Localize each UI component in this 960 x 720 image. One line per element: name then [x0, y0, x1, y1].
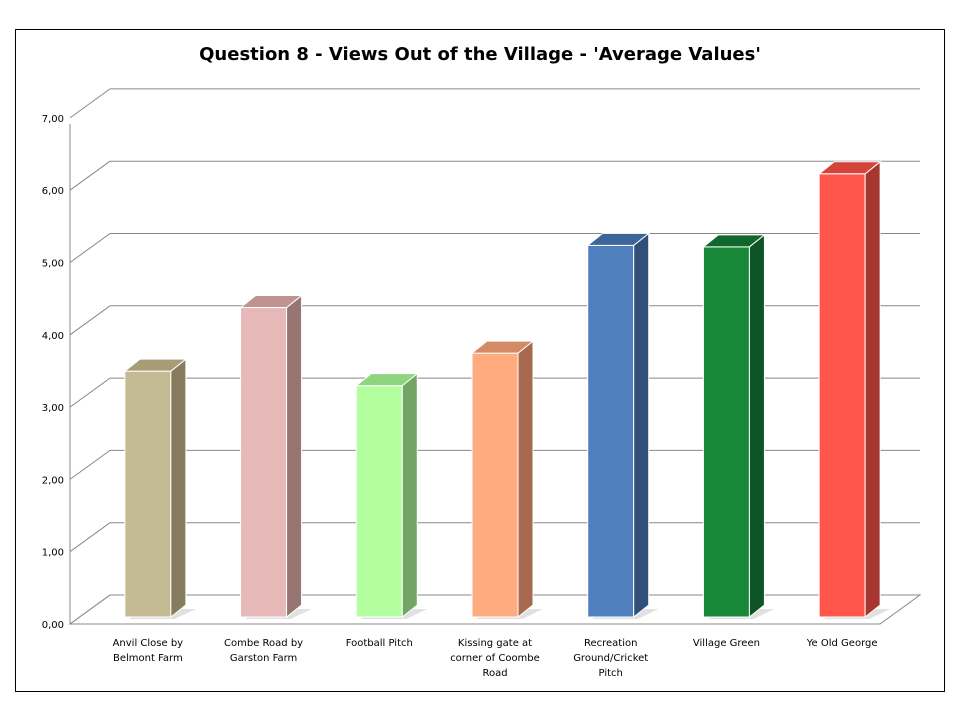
y-tick-label: 0,00 [42, 620, 64, 631]
y-tick-label: 6,00 [42, 186, 64, 197]
y-tick-label: 5,00 [42, 259, 64, 270]
bar [123, 358, 196, 619]
bar-side [748, 233, 765, 619]
category-label-line: Village Green [693, 638, 760, 649]
bar-front [355, 385, 403, 618]
bar [239, 294, 312, 619]
category-label: Anvil Close by Belmont Farm [113, 638, 184, 664]
bar-top [239, 295, 303, 309]
bar-side [517, 340, 534, 619]
category-label-line: Garston Farm [230, 653, 297, 664]
category-label-line: Football Pitch [346, 638, 413, 649]
gridline-diagonal [69, 88, 111, 119]
bar-top [354, 373, 419, 387]
category-label: Ye Old George [806, 638, 878, 649]
bar-front [702, 246, 750, 618]
gridline-diagonal [69, 233, 111, 263]
bar [586, 232, 659, 619]
gridline-diagonal [69, 594, 111, 625]
category-label-line: Ye Old George [806, 638, 878, 649]
category-label-line: Recreation [584, 638, 637, 649]
y-tick-label: 4,00 [42, 331, 64, 342]
gridline-diagonal [69, 305, 111, 336]
y-tick-label: 7,00 [42, 114, 64, 125]
bar-top [470, 340, 535, 354]
category-label: Recreation Ground/Cricket Pitch [573, 638, 648, 679]
category-label-line: Belmont Farm [113, 653, 183, 664]
bar [354, 372, 428, 619]
y-tick-label: 1,00 [42, 548, 64, 559]
category-label: Kissing gate at corner of Coombe Road [450, 638, 540, 679]
gridline-diagonal [69, 449, 111, 480]
bar-front [587, 244, 635, 618]
bar-side [633, 232, 650, 619]
gridline-diagonal [69, 160, 111, 191]
bar-top [123, 358, 188, 372]
bar-front [471, 352, 519, 618]
y-tick-label: 3,00 [42, 403, 64, 414]
gridline-diagonal [69, 377, 111, 408]
category-label-line: Kissing gate at [458, 638, 532, 649]
category-label-line: Anvil Close by [113, 638, 184, 649]
y-tick-label: 2,00 [42, 475, 64, 486]
bar-front [124, 370, 172, 618]
category-label: Village Green [693, 638, 760, 649]
bar-front [818, 173, 866, 618]
bar-side [864, 160, 881, 619]
bar-side [401, 372, 418, 619]
bar-top [817, 161, 882, 175]
bar [702, 233, 775, 619]
bar [470, 340, 543, 619]
category-label: Combe Road by Garston Farm [224, 638, 303, 664]
chart-title: Question 8 - Views Out of the Village - … [199, 44, 761, 65]
bar-top [586, 232, 651, 246]
bar-side [286, 294, 303, 619]
bar [817, 160, 891, 619]
gridline-diagonal [69, 522, 111, 553]
category-label: Football Pitch [346, 638, 413, 649]
category-label-line: Ground/Cricket [573, 653, 648, 664]
bar-top [702, 234, 766, 248]
bar-side [170, 358, 187, 619]
category-label-line: Pitch [599, 668, 623, 679]
bar-front [240, 307, 288, 618]
category-label-line: Combe Road by [224, 638, 303, 649]
category-label-line: Road [482, 668, 507, 679]
category-label-line: corner of Coombe [450, 653, 540, 664]
